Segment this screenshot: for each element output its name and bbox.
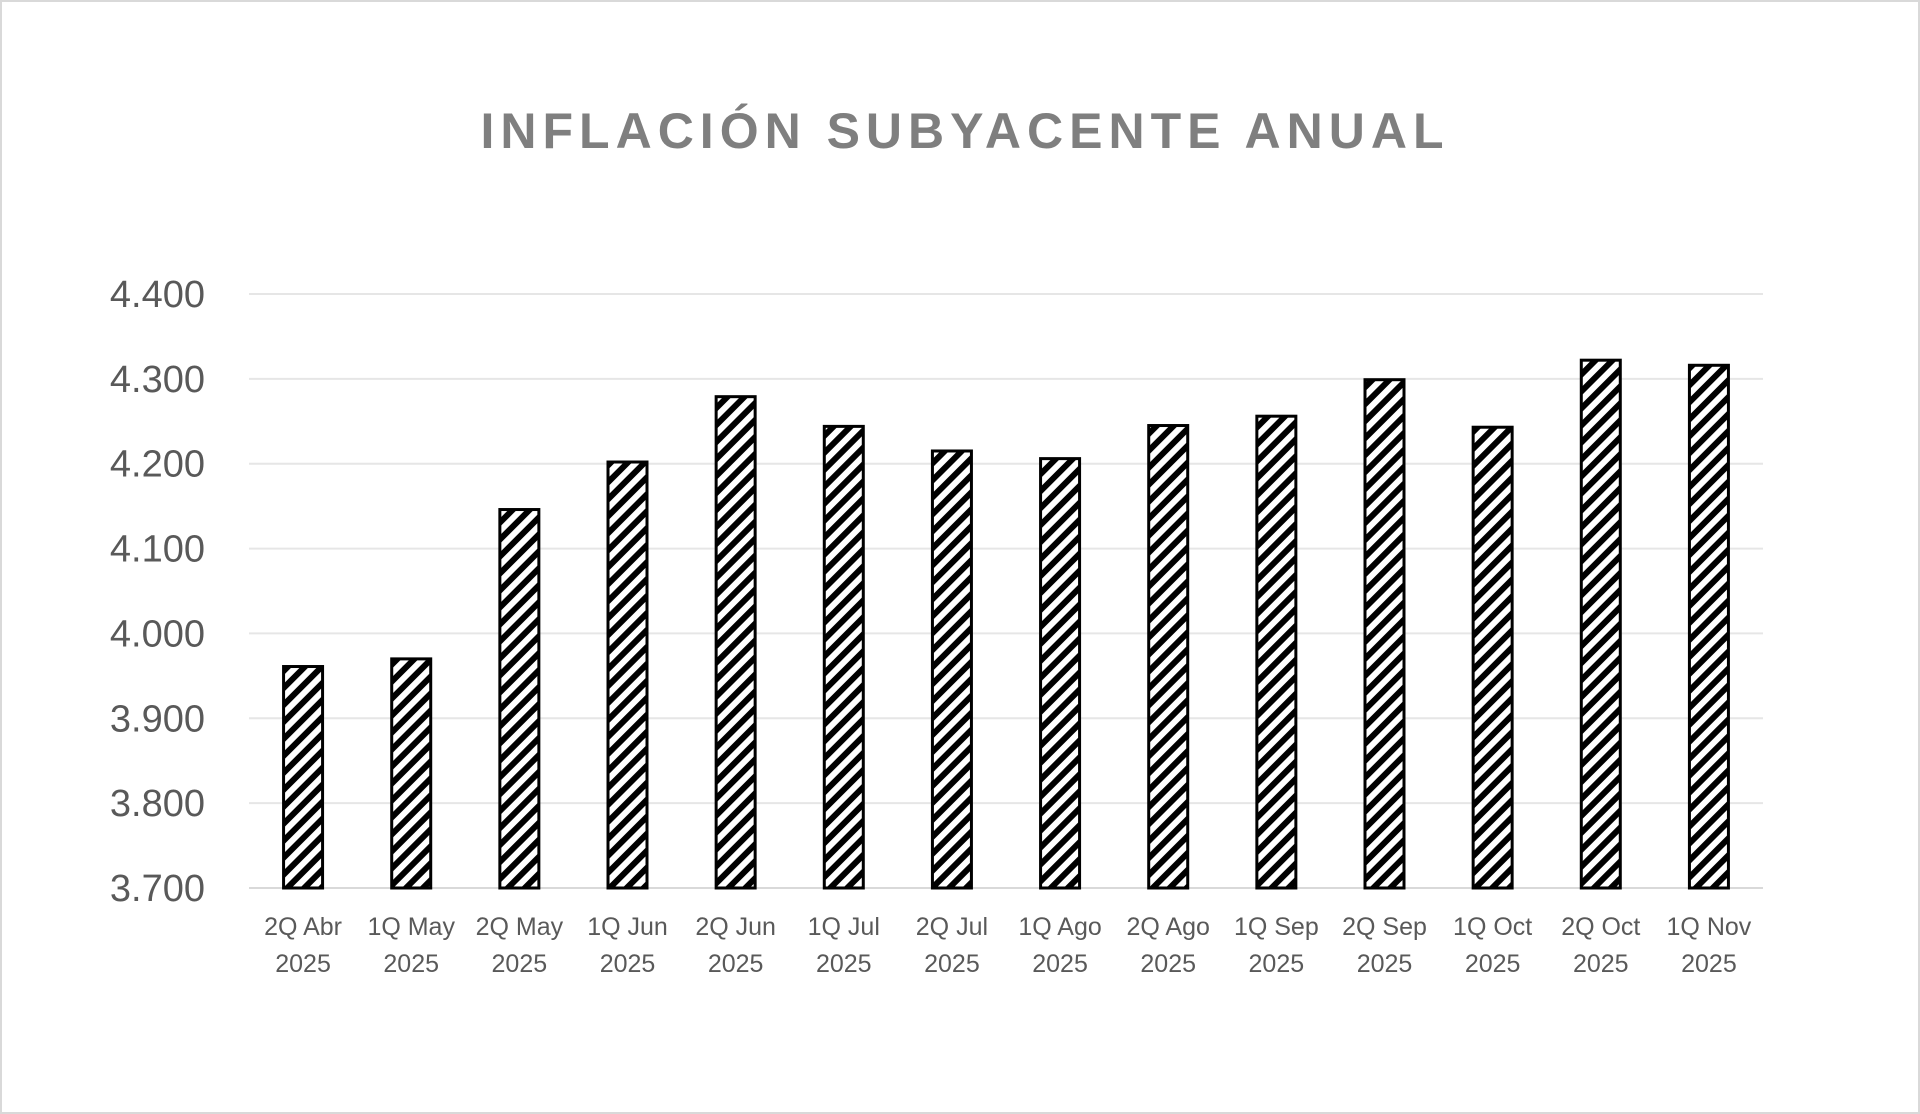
x-tick-label: 2Q Abr [264,913,342,941]
y-tick-label: 3.900 [110,698,205,740]
bar [930,449,973,890]
x-tick-label: 2025 [1465,950,1521,978]
x-tick-label: 1Q May [367,913,455,941]
x-tick-label: 2025 [708,950,764,978]
x-tick-label: 1Q Nov [1667,913,1752,941]
bar [822,424,865,890]
y-tick-label: 3.800 [110,783,205,825]
x-tick-label: 2025 [492,950,548,978]
bar [1147,424,1190,890]
bar [1039,457,1082,890]
y-tick-label: 4.100 [110,529,205,571]
x-tick-label: 2025 [383,950,439,978]
x-tick-label: 2025 [1140,950,1196,978]
x-tick-label: 1Q Sep [1234,913,1319,941]
bar [282,665,325,890]
bar [498,508,541,890]
x-tick-label: 2025 [1681,950,1737,978]
y-tick-label: 4.300 [110,359,205,401]
x-tick-label: 2Q May [476,913,564,941]
x-tick-label: 2Q Ago [1127,913,1210,941]
bar [390,657,433,890]
x-tick-label: 2025 [1357,950,1413,978]
bar [1687,363,1730,890]
chart-title: INFLACIÓN SUBYACENTE ANUAL [481,103,1450,159]
x-tick-label: 2Q Sep [1342,913,1427,941]
x-tick-label: 1Q Oct [1453,913,1532,941]
bar [1363,378,1406,890]
x-tick-label: 2025 [924,950,980,978]
bar [1471,425,1514,890]
x-tick-label: 2025 [816,950,872,978]
x-tick-label: 2Q Jun [695,913,776,941]
y-tick-label: 4.400 [110,274,205,316]
bar [714,395,757,890]
x-tick-label: 1Q Jul [808,913,880,941]
x-tick-label: 2Q Jul [916,913,988,941]
x-tick-label: 2025 [1249,950,1305,978]
x-tick-label: 2025 [600,950,656,978]
x-tick-label: 2Q Oct [1561,913,1640,941]
bar [1579,358,1622,890]
x-tick-label: 1Q Ago [1018,913,1101,941]
y-tick-label: 4.200 [110,444,205,486]
y-tick-label: 4.000 [110,613,205,655]
x-tick-label: 2025 [1573,950,1629,978]
x-tick-label: 1Q Jun [587,913,668,941]
x-tick-label: 2025 [1032,950,1088,978]
bar [606,460,649,890]
y-tick-label: 3.700 [110,868,205,910]
bar [1255,414,1298,890]
x-tick-label: 2025 [275,950,331,978]
